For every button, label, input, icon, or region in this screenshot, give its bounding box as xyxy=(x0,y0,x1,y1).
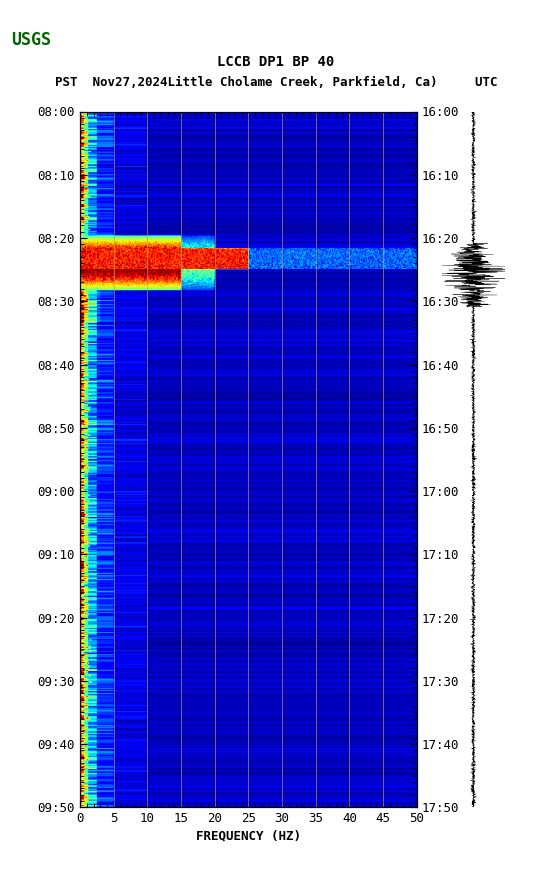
Text: PST  Nov27,2024Little Cholame Creek, Parkfield, Ca)     UTC: PST Nov27,2024Little Cholame Creek, Park… xyxy=(55,76,497,88)
X-axis label: FREQUENCY (HZ): FREQUENCY (HZ) xyxy=(196,830,301,842)
Text: LCCB DP1 BP 40: LCCB DP1 BP 40 xyxy=(217,55,335,70)
Text: USGS: USGS xyxy=(11,31,51,49)
